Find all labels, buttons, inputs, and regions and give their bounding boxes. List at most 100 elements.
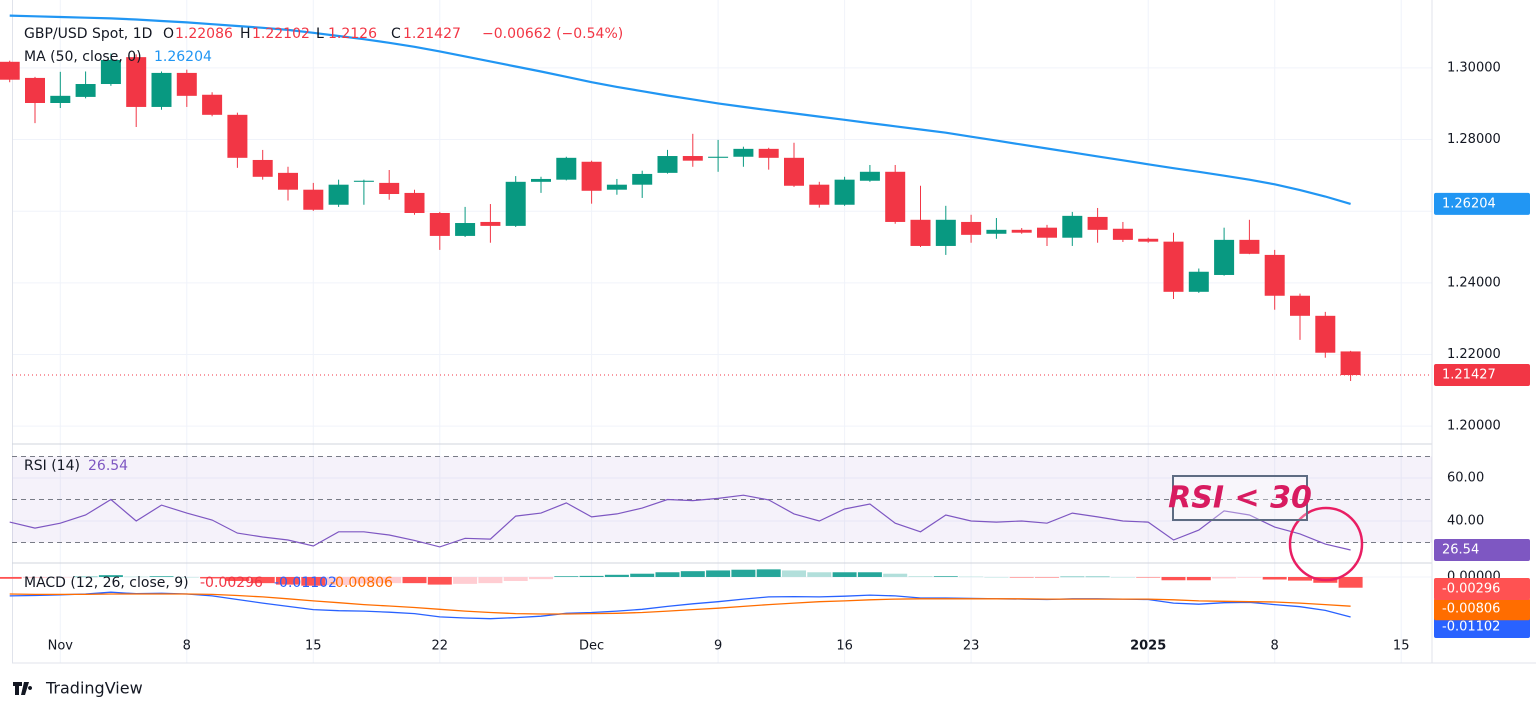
brand-logo — [13, 682, 33, 695]
candle-body — [252, 159, 273, 177]
macd-histogram-bar — [857, 572, 882, 577]
x-tick-label: 8 — [1271, 639, 1279, 654]
x-tick-label: 8 — [183, 639, 191, 654]
candle-body — [126, 57, 147, 107]
candle-body — [556, 157, 577, 180]
macd-histogram-bar — [984, 576, 1009, 578]
candle-body — [1315, 315, 1336, 353]
candle-body — [1163, 241, 1184, 292]
price-badge — [1434, 598, 1530, 621]
x-tick-label: Dec — [579, 639, 604, 654]
y-tick-label: 1.24000 — [1447, 275, 1501, 290]
y-tick-label: 1.28000 — [1447, 132, 1501, 147]
macd-histogram-bar — [756, 569, 781, 577]
macd-histogram-bar — [630, 573, 655, 577]
candle-body — [50, 95, 71, 104]
labels: Nov 8 15 22 Dec 9 16 23 2025 8 15 1.20000 1.22000 1.2… — [24, 26, 1530, 654]
candle-body — [505, 181, 526, 226]
ma-legend: MA (50, close, 0) — [24, 49, 142, 65]
legend-title: GBP/USD Spot, 1D — [24, 26, 152, 42]
annotation-box — [1172, 475, 1308, 521]
macd-histogram-bar — [579, 575, 604, 577]
macd-histogram-bar — [453, 576, 478, 584]
x-tick-label: 2025 — [1130, 639, 1166, 654]
ohlc-value: 1.2126 — [328, 26, 377, 42]
candle-body — [1011, 229, 1032, 233]
macd-histogram-bar — [782, 570, 806, 577]
ohlc-label: H — [240, 26, 251, 42]
candle-body — [25, 77, 45, 104]
annotation: RSI < 30 — [1168, 481, 1312, 516]
candle-body — [480, 221, 501, 226]
candle-body — [303, 189, 324, 210]
candle-body — [1214, 239, 1235, 275]
price-badge — [1434, 539, 1530, 562]
candle-body — [227, 114, 248, 158]
y-tick-label: 1.30000 — [1447, 60, 1501, 75]
candle-body — [581, 161, 602, 191]
macd-histogram-bar — [1161, 576, 1186, 581]
candle-body — [353, 180, 374, 182]
ohlc-label: C — [391, 26, 401, 42]
macd-legend-value: -0.00296 — [200, 575, 263, 591]
macd-histogram-bar — [1262, 576, 1287, 580]
macd-legend-value: -0.01102 — [274, 575, 337, 591]
macd-histogram-bar — [1237, 576, 1262, 578]
candle-body — [1112, 228, 1133, 240]
macd-histogram-bar — [959, 576, 984, 578]
price-badge-label: 1.21427 — [1442, 368, 1496, 383]
macd-histogram-bar — [149, 576, 174, 577]
y-tick-label: 1.22000 — [1447, 347, 1501, 362]
candle-body — [834, 179, 855, 205]
macd-histogram-bar — [427, 576, 452, 585]
price-badge-label: -0.00806 — [1442, 602, 1500, 617]
macd-line — [9, 593, 1351, 615]
plot — [0, 14, 1432, 620]
macd-histogram-bar — [48, 576, 73, 578]
macd-histogram-bar — [174, 576, 199, 578]
candle-body — [910, 219, 931, 246]
macd-histogram-bar — [23, 576, 47, 579]
brand: TradingView — [45, 679, 143, 698]
macd-histogram-bar — [554, 576, 579, 577]
candle-body — [429, 212, 450, 236]
candle-body — [682, 156, 703, 161]
ohlc-label: O — [163, 26, 174, 42]
macd-histogram-bar — [351, 576, 376, 584]
macd-histogram-bar — [908, 576, 933, 577]
ohlc-value: 1.22102 — [252, 26, 310, 42]
macd-histogram-bar — [680, 571, 705, 577]
macd-histogram-bar — [377, 576, 402, 584]
rsi-legend: RSI (14) — [24, 458, 80, 474]
candle-body — [1340, 351, 1361, 376]
macd-histogram-bar — [706, 570, 731, 577]
candle-body — [1264, 254, 1285, 296]
candle-body — [606, 184, 627, 190]
candle-body — [0, 61, 20, 80]
candle-body — [758, 148, 779, 158]
y-tick-label: 60.00 — [1447, 470, 1484, 485]
candle-body — [151, 72, 172, 107]
candle-body — [986, 229, 1007, 234]
macd-legend-value: -0.00806 — [330, 575, 393, 591]
price-badge — [1434, 615, 1530, 638]
candle-body — [328, 184, 349, 205]
candle-body — [784, 157, 804, 186]
ma-line — [9, 14, 1351, 205]
change-label: −0.00662 (−0.54%) — [482, 26, 623, 42]
macd-histogram-bar — [73, 576, 98, 578]
macd-histogram-bar — [604, 574, 629, 577]
candle-body — [100, 60, 121, 85]
annotation-circle — [1288, 506, 1364, 582]
macd-histogram-bar — [1338, 576, 1363, 588]
candle-body — [278, 172, 298, 190]
macd-histogram-bar — [832, 572, 857, 577]
candle-body — [1290, 295, 1310, 316]
candle-body — [1138, 238, 1159, 242]
candle-body — [632, 173, 653, 185]
macd-histogram-bar — [807, 572, 832, 577]
left-border — [12, 0, 13, 663]
candle-body — [455, 223, 476, 236]
